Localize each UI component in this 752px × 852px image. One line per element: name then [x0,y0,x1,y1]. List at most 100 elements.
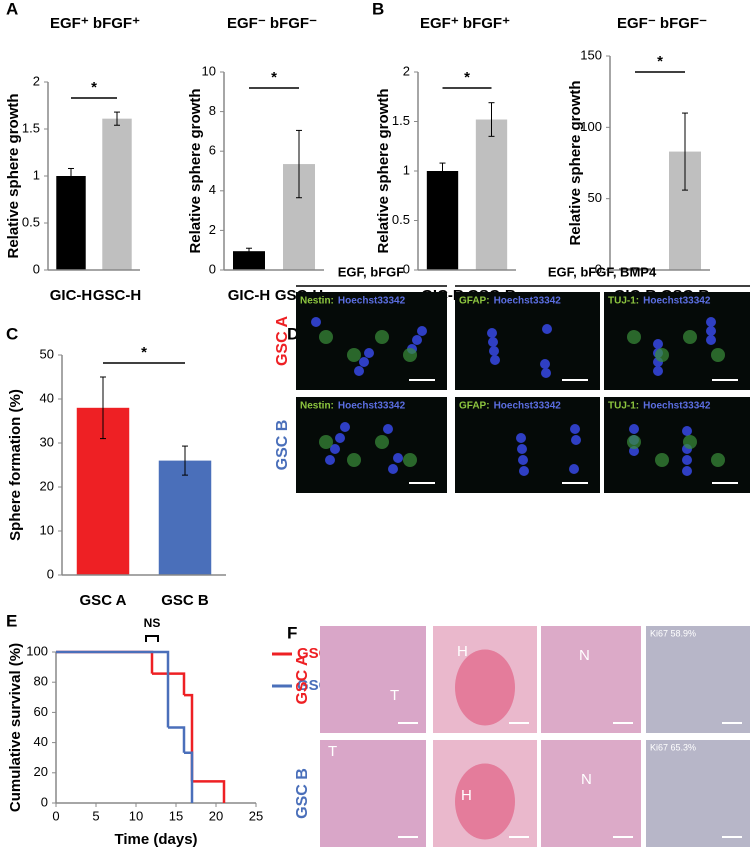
panel-label: A [6,0,18,18]
chart-title: EGF⁻ bFGF⁻ [617,15,707,32]
region-label: T [328,743,337,760]
cell [653,366,663,376]
row-label: GSC A [294,654,311,705]
cell [487,328,497,338]
histology-image [541,740,641,847]
histology-image [646,626,750,733]
x-tick-label: GIC-H [50,287,93,304]
cell [364,348,374,358]
cell [629,424,639,434]
cell-body [319,435,333,449]
y-tick-label: 40 [40,390,54,405]
cell-body [655,348,669,362]
column-header: EGF, bFGF, BMP4 [548,264,657,279]
significance-label: * [271,69,277,86]
x-tick-label: 20 [209,808,223,823]
y-tick-label: 150 [580,47,602,62]
survival-step [184,751,194,803]
significance-label: * [657,53,663,70]
survival-step [168,726,186,753]
x-axis-title: Time (days) [114,831,197,848]
stain-nuclear: Hoechst33342 [643,401,711,412]
region-label: N [581,771,592,788]
stain-marker: Nestin: [300,296,334,307]
ki67-label: Ki67 65.3% [650,742,696,752]
hemorrhage [455,763,515,840]
y-axis-title: Relative sphere growth [567,80,584,245]
y-axis-title: Relative sphere growth [187,88,204,253]
x-tick-label: 5 [92,808,99,823]
y-tick-label: 1 [33,167,40,182]
stain-nuclear: Hoechst33342 [494,401,562,412]
stain-nuclear: Hoechst33342 [494,296,562,307]
y-tick-label: 4 [209,182,216,197]
y-tick-label: 2 [403,63,410,78]
y-tick-label: 100 [580,119,602,134]
y-tick-label: 1.5 [22,120,40,135]
y-axis-title: Relative sphere growth [375,88,392,253]
histology-image [320,626,426,733]
y-tick-label: 0 [41,794,48,809]
significance-label: * [464,69,470,86]
cell-body [683,330,697,344]
stain-nuclear: Hoechst33342 [338,296,406,307]
x-tick-label: 10 [129,808,143,823]
cell [682,466,692,476]
panel-label: E [6,611,17,630]
column-header: EGF, bFGF [338,264,405,279]
cell [488,337,498,347]
cell [517,444,527,454]
survival-step [56,650,170,728]
cell [542,324,552,334]
micrograph [296,292,447,390]
cell [540,359,550,369]
y-tick-label: 0 [47,566,54,581]
micrograph [455,292,600,390]
ns-label: NS [144,616,161,630]
stain-marker: Nestin: [300,401,334,412]
stain-nuclear: Hoechst33342 [338,401,406,412]
y-axis-title: Cumulative survival (%) [7,643,24,812]
cell [340,422,350,432]
cell [311,317,321,327]
chart-title: EGF⁺ bFGF⁺ [50,15,140,32]
y-tick-label: 30 [40,434,54,449]
y-axis-title: Sphere formation (%) [7,389,24,541]
y-tick-label: 8 [209,103,216,118]
x-tick-label: GIC-H [228,287,271,304]
y-tick-label: 2 [33,73,40,88]
region-label: H [457,643,468,660]
cell-body [627,330,641,344]
cell [490,355,500,365]
cell-body [627,435,641,449]
cell [516,433,526,443]
cell [335,433,345,443]
bar [233,251,265,270]
y-tick-label: 0 [595,261,602,276]
y-tick-label: 10 [202,63,216,78]
cell [541,368,551,378]
stain-nuclear: Hoechst33342 [643,296,711,307]
cell [570,424,580,434]
hemorrhage [455,649,515,726]
y-tick-label: 20 [34,764,48,779]
micrograph [604,292,750,390]
x-tick-label: GSC A [80,592,127,609]
cell [417,326,427,336]
y-tick-label: 20 [40,478,54,493]
cell [489,346,499,356]
stain-marker: TUJ-1: [608,401,639,412]
x-tick-label: 25 [249,808,263,823]
survival-step [192,780,226,803]
y-tick-label: 2 [209,222,216,237]
row-label: GSC B [274,420,291,471]
micrograph [455,397,600,493]
y-tick-label: 0.5 [22,214,40,229]
x-tick-label: 0 [52,808,59,823]
y-tick-label: 0 [209,261,216,276]
bar [426,171,459,270]
cell-body [403,348,417,362]
y-tick-label: 100 [26,643,48,658]
stain-marker: TUJ-1: [608,296,639,307]
